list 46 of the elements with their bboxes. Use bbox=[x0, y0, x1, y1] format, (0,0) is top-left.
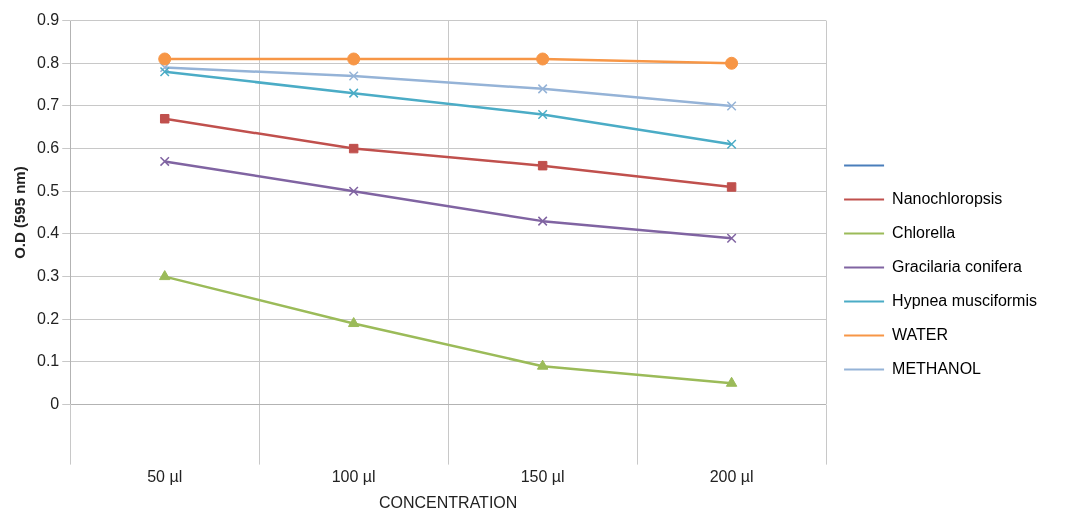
point bbox=[725, 376, 738, 387]
y-tick-label: 0.5 bbox=[36, 181, 60, 199]
y-tick-label: 0.9 bbox=[36, 11, 60, 29]
point bbox=[537, 109, 548, 120]
legend-label: Gracilaria conifera bbox=[892, 257, 1022, 275]
legend-label: Chlorella bbox=[892, 223, 956, 241]
y-tick-label: 0.4 bbox=[36, 224, 60, 242]
x-tick-label: 150 µl bbox=[520, 467, 565, 485]
point bbox=[726, 233, 737, 244]
point bbox=[726, 100, 737, 111]
legend-label: Nanochloropsis bbox=[892, 189, 1003, 207]
point bbox=[536, 52, 550, 66]
point bbox=[159, 66, 170, 77]
point bbox=[726, 139, 737, 150]
point bbox=[537, 160, 548, 171]
y-tick-label: 0.1 bbox=[36, 352, 60, 370]
point bbox=[159, 62, 170, 73]
point bbox=[348, 143, 359, 154]
point bbox=[537, 216, 548, 227]
legend-label: Hypnea musciformis bbox=[892, 291, 1038, 309]
x-axis-title: CONCENTRATION bbox=[378, 493, 518, 511]
point bbox=[158, 52, 172, 66]
y-tick-label: 0.6 bbox=[36, 139, 60, 157]
y-tick-label: 0.2 bbox=[36, 309, 60, 327]
point bbox=[725, 56, 739, 70]
point bbox=[348, 186, 359, 197]
y-tick-label: 0.3 bbox=[36, 267, 60, 285]
y-tick-label: 0.7 bbox=[36, 96, 60, 114]
y-tick-label: 0 bbox=[50, 395, 60, 413]
y-tick-label: 0.8 bbox=[36, 53, 60, 71]
point bbox=[347, 52, 361, 66]
point bbox=[159, 113, 170, 124]
point bbox=[159, 156, 170, 167]
point bbox=[347, 317, 360, 328]
legend-label: METHANOL bbox=[892, 359, 982, 377]
point bbox=[537, 83, 548, 94]
legend-label: WATER bbox=[892, 325, 949, 343]
y-axis-title: O.D (595 nm) bbox=[11, 166, 29, 259]
point bbox=[348, 71, 359, 82]
x-tick-label: 50 µl bbox=[147, 467, 183, 485]
point bbox=[726, 182, 737, 192]
point bbox=[536, 359, 549, 370]
point bbox=[159, 270, 171, 281]
x-tick-label: 100 µl bbox=[331, 467, 376, 485]
point bbox=[348, 88, 359, 99]
x-tick-label: 200 µl bbox=[709, 467, 754, 485]
